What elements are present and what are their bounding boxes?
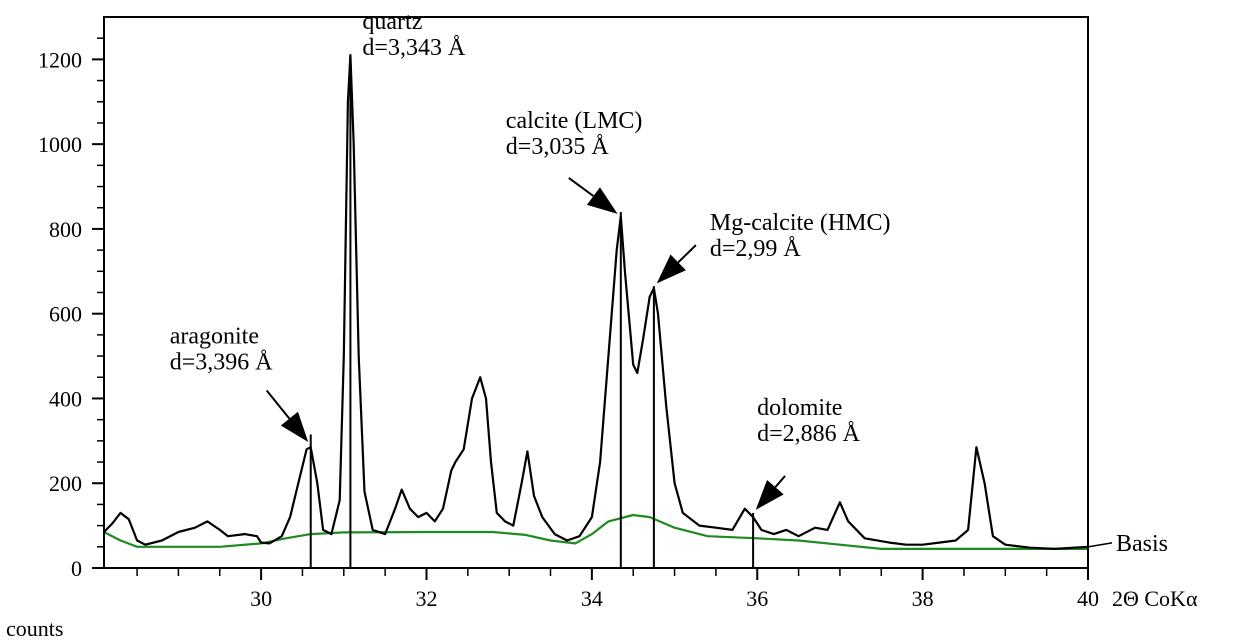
mg-calcite-arrow-head (656, 254, 686, 284)
y-tick-label: 600 (49, 302, 82, 327)
y-tick-label: 800 (49, 217, 82, 242)
y-axis-label: counts (6, 616, 63, 641)
dolomite-label-line: dolomite (757, 395, 842, 421)
y-tick-label: 1000 (38, 132, 82, 157)
aragonite-label-line: d=3,396 Å (170, 349, 274, 375)
dolomite-label-line: d=2,886 Å (757, 421, 861, 447)
x-tick-label: 40 (1077, 586, 1099, 611)
aragonite-arrow-shaft (265, 389, 291, 420)
x-tick-label: 30 (250, 586, 272, 611)
dolomite-arrow-shaft (774, 475, 786, 488)
dolomite-arrow-head (755, 479, 784, 510)
mg-calcite-label-line: Mg-calcite (HMC) (710, 210, 891, 236)
x-tick-label: 38 (912, 586, 934, 611)
calcite-arrow-shaft (568, 177, 595, 197)
aragonite-arrow-head (280, 411, 309, 442)
calcite-arrow-head (586, 187, 618, 214)
x-tick-label: 36 (746, 586, 768, 611)
calcite-label-line: d=3,035 Å (506, 134, 610, 160)
aragonite-label-line: aragonite (170, 323, 259, 349)
baseline-leader (1087, 542, 1113, 548)
plot-area (103, 54, 1089, 568)
baseline-label: Basis (1116, 531, 1168, 557)
y-tick-label: 400 (49, 386, 82, 411)
quartz-label-line: quartz (362, 9, 422, 35)
x-axis-label: 2Θ CoKα (1112, 586, 1198, 611)
calcite-label-line: calcite (LMC) (506, 108, 643, 134)
y-tick-label: 200 (49, 471, 82, 496)
x-tick-label: 34 (581, 586, 603, 611)
quartz-label-line: d=3,343 Å (362, 35, 466, 61)
mg-calcite-arrow-shaft (677, 244, 697, 264)
axes: 0 200 400 600 800 1000 1200 30 32 34 36 38 40 2Θ CoKα… (6, 16, 1198, 641)
mg-calcite-label-line: d=2,99 Å (710, 236, 802, 262)
x-tick-label: 32 (415, 586, 437, 611)
y-tick-label: 1200 (38, 47, 82, 72)
series-diffractogram (103, 54, 1089, 550)
y-tick-label: 0 (71, 556, 82, 581)
series-baseline (103, 513, 1088, 550)
